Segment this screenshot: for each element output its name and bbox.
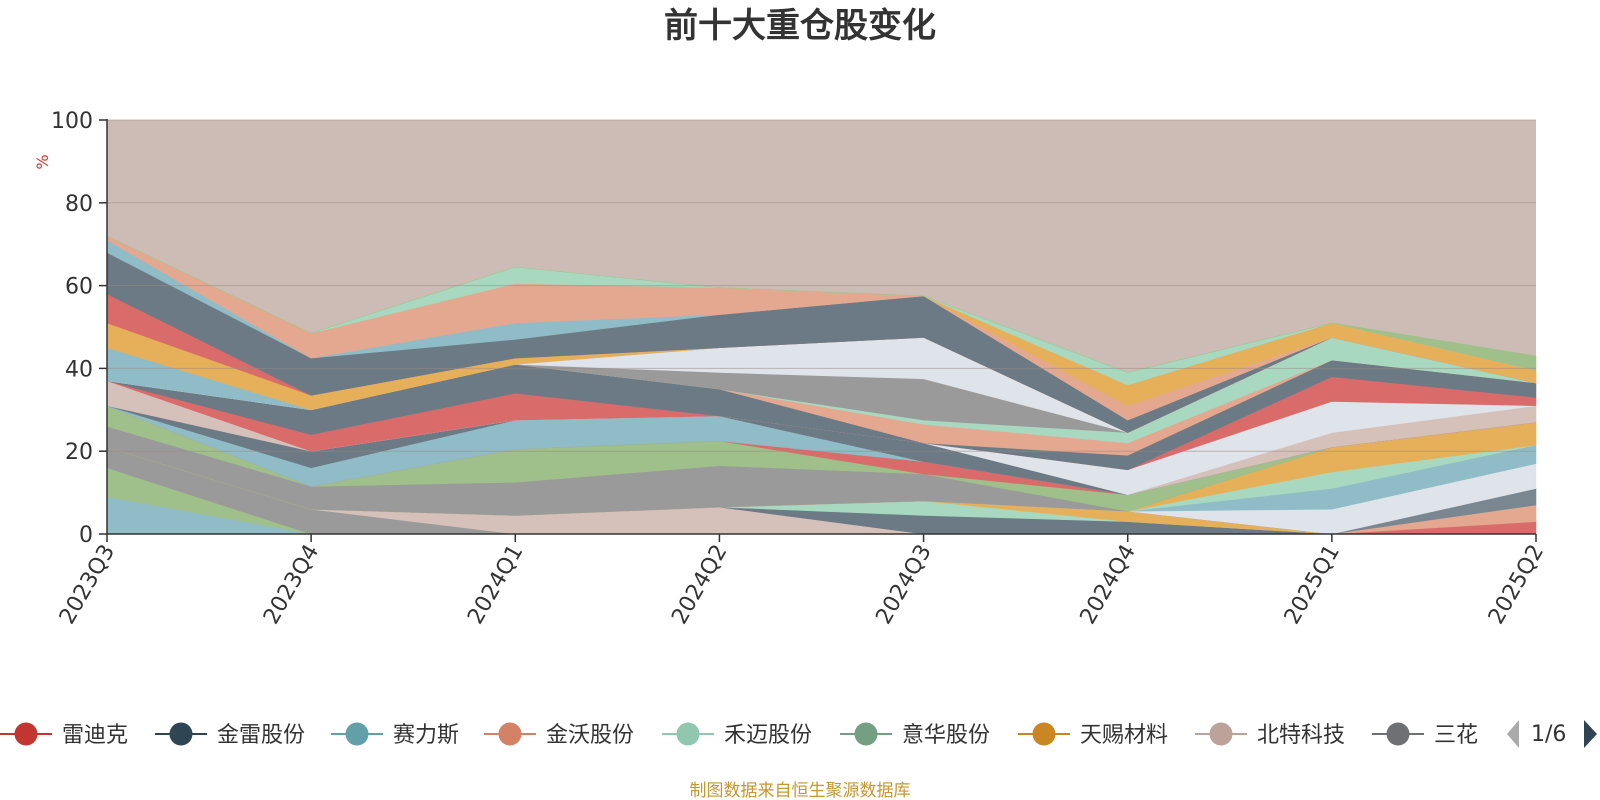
legend-page-indicator: 1/6	[1531, 722, 1566, 747]
x-tick-label-3: 2024Q2	[667, 541, 732, 629]
legend-item-0[interactable]: 雷迪克	[0, 722, 128, 749]
legend-items: 雷迪克 金雷股份 赛力斯 金沃股份 禾迈股份 意华股份 天赐材料 北特科技 三花	[0, 722, 1478, 749]
y-tick-label-80: 80	[65, 192, 93, 217]
legend: 雷迪克 金雷股份 赛力斯 金沃股份 禾迈股份 意华股份 天赐材料 北特科技 三花	[0, 722, 1478, 749]
legend-label-3: 金沃股份	[546, 723, 634, 748]
y-tick-label-20: 20	[65, 440, 93, 465]
y-axis-unit: %	[33, 154, 52, 169]
legend-item-6[interactable]: 天赐材料	[1018, 722, 1168, 749]
axes	[106, 119, 1536, 535]
area-band-35	[106, 235, 1537, 373]
legend-label-1: 金雷股份	[217, 723, 305, 748]
legend-label-4: 禾迈股份	[724, 723, 812, 748]
y-tick-label-40: 40	[65, 357, 93, 382]
legend-item-2[interactable]: 赛力斯	[331, 722, 459, 749]
legend-label-6: 天赐材料	[1080, 723, 1168, 748]
y-tick-label-60: 60	[65, 275, 93, 300]
chart-title: 前十大重仓股变化	[664, 6, 936, 46]
y-tick-label-0: 0	[79, 523, 93, 548]
legend-item-8[interactable]: 三花	[1372, 722, 1478, 749]
legend-marker-6	[1032, 722, 1056, 746]
x-axis-ticks: 2023Q3 2023Q4 2024Q1 2024Q2 2024Q3 2024Q4 2025…	[55, 534, 1549, 629]
legend-item-5[interactable]: 意华股份	[840, 722, 990, 749]
x-tick-label-5: 2024Q4	[1076, 541, 1141, 629]
legend-marker-7	[1209, 722, 1233, 746]
x-tick-label-7: 2025Q2	[1484, 541, 1549, 629]
legend-marker-1	[169, 722, 193, 746]
x-tick-label-2: 2024Q1	[463, 541, 528, 629]
y-axis-ticks: 0 20 40 60 80 100	[51, 109, 107, 548]
x-tick-label-4: 2024Q3	[871, 541, 936, 629]
x-tick-label-1: 2023Q4	[259, 541, 324, 629]
grid-lines	[107, 119, 1536, 452]
y-tick-label-100: 100	[51, 109, 93, 134]
legend-label-8: 三花	[1434, 723, 1478, 748]
legend-marker-4	[676, 722, 700, 746]
legend-label-0: 雷迪克	[62, 723, 128, 748]
legend-next-page-icon[interactable]	[1584, 720, 1597, 748]
legend-label-5: 意华股份	[902, 723, 990, 748]
x-tick-label-0: 2023Q3	[55, 541, 120, 629]
legend-item-4[interactable]: 禾迈股份	[662, 722, 812, 749]
legend-marker-0	[14, 722, 38, 746]
legend-item-3[interactable]: 金沃股份	[484, 722, 634, 749]
stacked-areas	[106, 235, 1537, 535]
legend-label-7: 北特科技	[1257, 723, 1345, 748]
legend-marker-2	[345, 722, 369, 746]
legend-marker-8	[1386, 722, 1410, 746]
legend-marker-5	[854, 722, 878, 746]
legend-item-7[interactable]: 北特科技	[1195, 722, 1345, 749]
data-source-note: 制图数据来自恒生聚源数据库	[690, 781, 911, 800]
legend-prev-page-icon[interactable]	[1507, 720, 1519, 748]
legend-marker-3	[498, 722, 522, 746]
legend-label-2: 赛力斯	[393, 723, 459, 748]
legend-pager: 1/6	[1507, 720, 1597, 748]
x-tick-label-6: 2025Q1	[1280, 541, 1345, 629]
legend-item-1[interactable]: 金雷股份	[155, 722, 305, 749]
